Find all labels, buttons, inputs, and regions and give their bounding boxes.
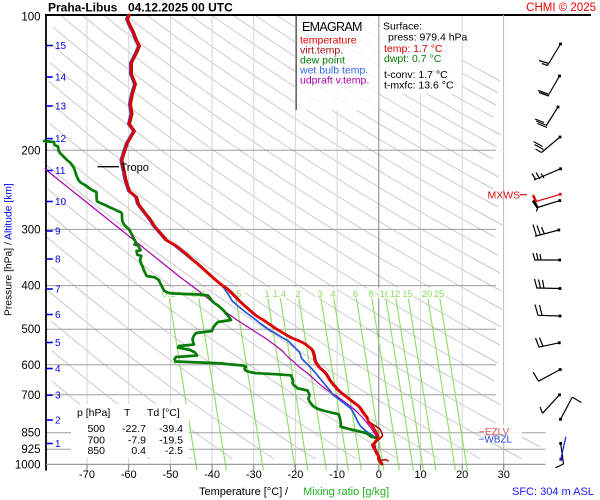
- svg-text:-20: -20: [287, 469, 303, 481]
- svg-text:0.4: 0.4: [131, 445, 146, 457]
- svg-text:0: 0: [376, 469, 382, 481]
- svg-text:0.1: 0.1: [162, 289, 175, 300]
- svg-text:25: 25: [434, 289, 445, 300]
- svg-text:-10: -10: [329, 469, 345, 481]
- svg-text:6: 6: [353, 289, 358, 300]
- svg-text:500: 500: [21, 324, 40, 336]
- svg-text:12: 12: [390, 289, 401, 300]
- svg-text:3: 3: [317, 289, 322, 300]
- svg-text:t-conv: 1.7 °C: t-conv: 1.7 °C: [384, 69, 448, 81]
- svg-text:SFC: 304 m ASL: SFC: 304 m ASL: [512, 486, 594, 498]
- svg-text:100: 100: [21, 12, 40, 24]
- svg-text:-40: -40: [204, 469, 220, 481]
- svg-text:700: 700: [87, 434, 105, 446]
- svg-text:Praha-Libus: Praha-Libus: [48, 1, 118, 15]
- svg-text:-39.4: -39.4: [159, 423, 183, 435]
- svg-text:CHMI © 2025: CHMI © 2025: [526, 2, 596, 14]
- svg-text:9: 9: [55, 227, 61, 238]
- svg-text:T: T: [124, 407, 131, 419]
- svg-text:12: 12: [55, 134, 67, 145]
- svg-text:8: 8: [55, 255, 61, 266]
- svg-text:-22.7: -22.7: [122, 423, 146, 435]
- svg-text:/: /: [285, 486, 289, 498]
- svg-text:15: 15: [55, 41, 67, 52]
- svg-text:2: 2: [295, 289, 300, 300]
- svg-text:15: 15: [402, 289, 413, 300]
- svg-text:Mixing ratio [g/kg]: Mixing ratio [g/kg]: [303, 486, 389, 498]
- svg-text:Td [°C]: Td [°C]: [147, 407, 180, 419]
- svg-text:850: 850: [21, 428, 40, 440]
- svg-text:udpraft v.temp.: udpraft v.temp.: [300, 75, 369, 87]
- svg-text:p [hPa]: p [hPa]: [77, 407, 110, 419]
- svg-text:1: 1: [55, 439, 61, 450]
- svg-text:300: 300: [21, 224, 40, 236]
- svg-text:-7.9: -7.9: [128, 434, 146, 446]
- svg-text:10: 10: [380, 289, 391, 300]
- svg-text:925: 925: [21, 444, 40, 456]
- svg-text:−EZLV: −EZLV: [479, 427, 509, 438]
- svg-text:30: 30: [498, 469, 510, 481]
- svg-text:200: 200: [21, 145, 40, 157]
- svg-text:500: 500: [87, 423, 105, 435]
- svg-text:-19.5: -19.5: [159, 434, 183, 446]
- svg-text:virt.temp.: virt.temp.: [300, 45, 343, 57]
- svg-text:4: 4: [55, 364, 61, 375]
- svg-text:11: 11: [55, 166, 66, 177]
- svg-text:10: 10: [414, 469, 426, 481]
- svg-text:Pressure [hPa] / Altitude [km]: Pressure [hPa] / Altitude [km]: [4, 183, 15, 316]
- svg-text:-30: -30: [246, 469, 262, 481]
- svg-text:EMAGRAM: EMAGRAM: [302, 20, 362, 34]
- svg-text:Temperature [°C]: Temperature [°C]: [199, 486, 282, 498]
- svg-text:-70: -70: [79, 469, 95, 481]
- svg-text:1: 1: [264, 289, 269, 300]
- svg-text:1.4: 1.4: [273, 289, 286, 300]
- svg-text:13: 13: [55, 102, 67, 113]
- svg-text:4: 4: [330, 289, 335, 300]
- svg-text:600: 600: [21, 360, 40, 372]
- svg-text:5: 5: [55, 338, 61, 349]
- svg-text:temp: 1.7 °C: temp: 1.7 °C: [384, 43, 443, 55]
- svg-text:10: 10: [55, 197, 67, 208]
- svg-text:8: 8: [368, 289, 373, 300]
- svg-text:dwpt: 0.7 °C: dwpt: 0.7 °C: [384, 53, 442, 65]
- svg-text:6: 6: [55, 310, 61, 321]
- svg-text:-2.5: -2.5: [165, 445, 183, 457]
- svg-text:3: 3: [55, 391, 61, 402]
- svg-text:2: 2: [55, 416, 61, 427]
- svg-text:wet bulb temp.: wet bulb temp.: [299, 65, 368, 77]
- svg-text:temperature: temperature: [300, 35, 357, 47]
- svg-text:20: 20: [456, 469, 468, 481]
- svg-text:MXWS: MXWS: [488, 190, 521, 202]
- svg-text:7: 7: [55, 285, 61, 296]
- svg-text:dew point: dew point: [300, 55, 345, 67]
- svg-text:Tropo: Tropo: [121, 162, 149, 174]
- svg-text:04.12.2025 00 UTC: 04.12.2025 00 UTC: [128, 1, 233, 15]
- svg-text:Surface:: Surface:: [383, 21, 422, 33]
- svg-text:20: 20: [422, 289, 433, 300]
- svg-text:14: 14: [55, 73, 67, 84]
- svg-text:−WBZL: −WBZL: [479, 435, 513, 446]
- svg-text:-60: -60: [121, 469, 137, 481]
- svg-text:press: 979.4 hPa: press: 979.4 hPa: [388, 32, 468, 44]
- svg-text:850: 850: [87, 445, 105, 457]
- svg-text:1000: 1000: [15, 460, 41, 472]
- svg-text:400: 400: [21, 281, 40, 293]
- svg-text:700: 700: [21, 390, 40, 402]
- svg-text:t-mxfc: 13.6 °C: t-mxfc: 13.6 °C: [384, 80, 454, 92]
- svg-text:-50: -50: [162, 469, 178, 481]
